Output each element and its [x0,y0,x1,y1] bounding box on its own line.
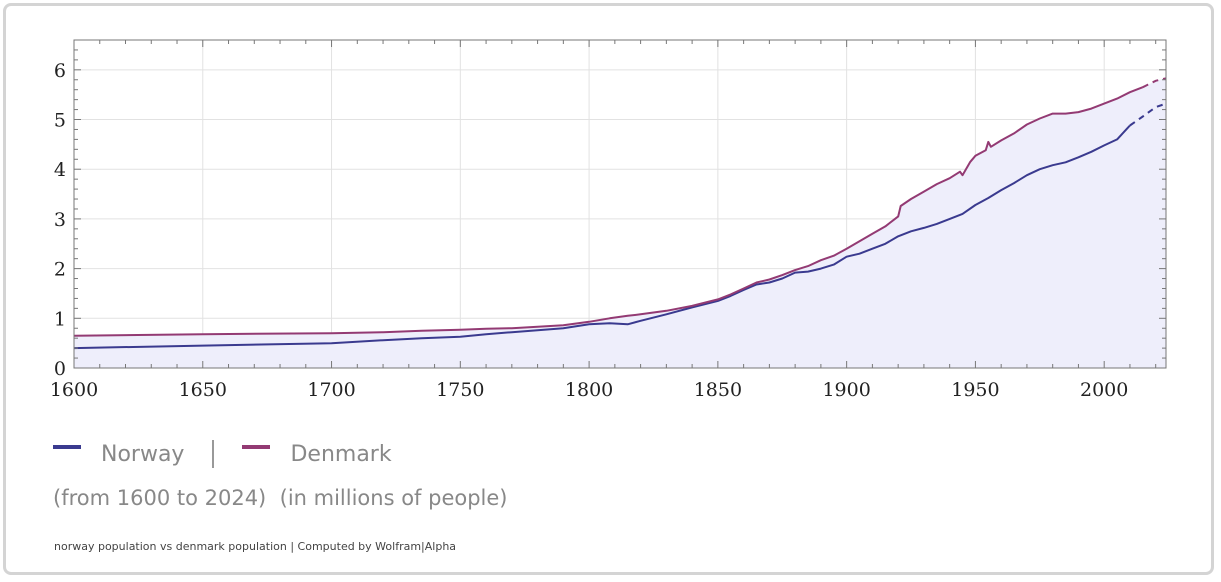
x-tick-label: 1850 [694,379,742,401]
x-tick-label: 1600 [50,379,98,401]
units-note: (in millions of people) [279,486,508,510]
x-tick-label: 1800 [565,379,613,401]
y-tick-label: 1 [54,308,66,330]
denmark-projection-line [1142,77,1167,89]
plot-border [73,39,1167,369]
norway-series-line [73,124,1131,350]
x-tick-label: 2000 [1080,379,1128,401]
area-fill [74,78,1166,369]
axes [73,39,1167,369]
x-tick-label: 1750 [436,379,484,401]
series-lines [73,77,1167,350]
y-tick-label: 6 [54,60,66,82]
credit-text: Computed by Wolfram|Alpha [297,540,457,553]
legend-separator [212,440,215,468]
norway-projection-line [1129,102,1167,127]
denmark-legend-label: Denmark [290,441,392,467]
denmark-series-line [73,86,1144,337]
range-note: (from 1600 to 2024) (in millions of peop… [53,486,508,510]
x-tick-label: 1900 [822,379,870,401]
query-text: norway population vs denmark population [54,540,287,553]
line-chart: 1600 1650 1700 1750 1800 1850 1900 1950 2000 0 1 2 3… [50,39,1167,401]
y-tick-label: 3 [54,209,66,231]
chart-frame: 1600 1650 1700 1750 1800 1850 1900 1950 2000 0 1 2 3… [3,3,1214,575]
tick-labels: 1600 1650 1700 1750 1800 1850 1900 1950 2000 0 1 2 3… [50,60,1129,401]
denmark-legend-swatch [242,445,271,449]
legend: Norway Denmark [53,436,392,472]
denmark-area-fill [74,78,1166,369]
norway-legend-swatch [53,445,81,449]
y-tick-label: 2 [54,259,66,281]
norway-legend-label: Norway [101,441,185,467]
date-range-note: (from 1600 to 2024) [53,486,267,510]
x-tick-label: 1650 [179,379,227,401]
y-tick-label: 4 [54,159,66,181]
footer-separator: | [286,540,298,553]
footer: norway population vs denmark population … [54,540,456,553]
x-tick-label: 1950 [951,379,999,401]
y-tick-label: 0 [54,358,66,380]
x-tick-label: 1700 [307,379,355,401]
y-tick-label: 5 [54,110,66,132]
